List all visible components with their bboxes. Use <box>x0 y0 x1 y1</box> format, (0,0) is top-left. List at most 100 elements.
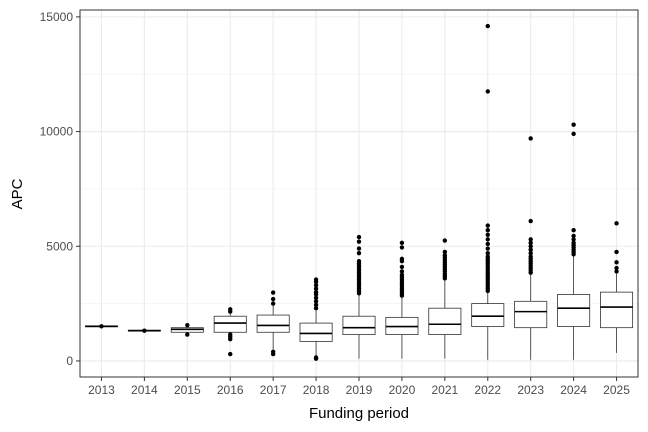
x-tick-label: 2025 <box>603 383 630 397</box>
outlier-point <box>399 245 405 250</box>
y-tick-label: 0 <box>66 354 73 368</box>
box-iqr <box>514 300 548 329</box>
outlier-point <box>614 249 619 255</box>
outlier-point <box>313 283 319 288</box>
outlier-point <box>485 250 490 256</box>
outlier-point <box>528 244 533 249</box>
box-2018 <box>299 277 333 361</box>
box-2013 <box>84 324 118 329</box>
box-2025 <box>600 221 634 353</box>
box-2015 <box>170 322 204 337</box>
x-axis-title: Funding period <box>309 405 409 422</box>
x-tick-label: 2015 <box>174 383 201 397</box>
outlier-point <box>399 240 405 246</box>
box-2021 <box>428 238 462 359</box>
outlier-point <box>185 332 190 337</box>
outlier-point <box>571 228 576 233</box>
x-tick-label: 2013 <box>88 383 115 397</box>
box-iqr <box>557 294 591 327</box>
box-series <box>84 23 634 361</box>
outlier-point <box>313 277 319 282</box>
outlier-point <box>270 296 276 302</box>
box-iqr <box>428 307 462 335</box>
y-tick-label: 10000 <box>40 125 74 139</box>
outlier-point <box>485 23 490 29</box>
outlier-point <box>313 295 319 301</box>
box-2023 <box>514 136 548 360</box>
outlier-point <box>313 289 319 295</box>
outlier-point <box>485 232 490 237</box>
outlier-point <box>485 241 490 247</box>
outlier-point <box>614 221 619 226</box>
outlier-point <box>614 260 619 265</box>
x-tick-label: 2021 <box>431 383 458 397</box>
x-tick-label: 2018 <box>303 383 330 397</box>
x-tick-label: 2022 <box>474 383 501 397</box>
outlier-point <box>528 247 533 252</box>
x-tick-label: 2017 <box>260 383 287 397</box>
outlier-point <box>356 234 362 240</box>
outlier-point <box>228 351 233 357</box>
outlier-point <box>356 258 362 264</box>
x-axis: 2013 2014 2015 2016 2017 2018 2019 2020 2021 2022… <box>88 377 630 397</box>
outlier-point <box>485 237 490 242</box>
outlier-point <box>99 324 104 329</box>
x-tick-label: 2020 <box>389 383 416 397</box>
box-2016 <box>213 307 247 357</box>
x-tick-label: 2016 <box>217 383 244 397</box>
box-2020 <box>385 240 419 359</box>
outlier-point <box>528 218 533 224</box>
x-tick-label: 2019 <box>346 383 373 397</box>
box-2014 <box>127 328 161 333</box>
outlier-point <box>485 223 490 228</box>
outlier-point <box>313 356 319 361</box>
box-2017 <box>256 290 290 357</box>
x-tick-label: 2014 <box>131 383 158 397</box>
box-iqr <box>256 314 290 333</box>
box-iqr <box>213 315 247 333</box>
box-iqr <box>600 291 634 329</box>
outlier-point <box>399 269 405 274</box>
outlier-point <box>228 332 233 337</box>
outlier-point <box>571 233 576 239</box>
outlier-point <box>571 237 576 242</box>
x-tick-label: 2024 <box>560 383 587 397</box>
outlier-point <box>485 246 490 251</box>
outlier-point <box>528 254 533 259</box>
x-tick-label: 2023 <box>517 383 544 397</box>
box-iqr <box>299 322 333 342</box>
outlier-point <box>528 136 533 141</box>
outlier-point <box>356 239 362 244</box>
outlier-point <box>399 256 405 262</box>
box-2019 <box>342 234 376 359</box>
y-tick-label: 15000 <box>40 10 74 24</box>
outlier-point <box>228 307 233 312</box>
outlier-point <box>485 254 490 259</box>
outlier-point <box>270 349 276 354</box>
outlier-point <box>313 305 319 311</box>
box-iqr <box>342 315 376 335</box>
box-iqr <box>471 303 505 327</box>
outlier-point <box>485 89 490 94</box>
outlier-point <box>313 299 319 304</box>
outlier-point <box>614 269 619 274</box>
outlier-point <box>571 131 576 137</box>
outlier-point <box>442 238 448 243</box>
outlier-point <box>270 290 276 295</box>
outlier-point <box>528 240 533 246</box>
outlier-point <box>442 253 448 258</box>
box-2024 <box>557 122 591 360</box>
outlier-point <box>313 302 319 307</box>
outlier-point <box>185 322 190 328</box>
box-2022 <box>471 23 505 360</box>
outlier-point <box>528 250 533 256</box>
y-axis: 0 5000 10000 15000 <box>40 10 80 368</box>
outlier-point <box>270 301 276 306</box>
outlier-point <box>571 240 576 246</box>
outlier-point <box>142 328 147 333</box>
outlier-point <box>571 122 576 127</box>
outlier-point <box>442 249 448 255</box>
outlier-point <box>356 246 362 251</box>
outlier-point <box>528 237 533 242</box>
